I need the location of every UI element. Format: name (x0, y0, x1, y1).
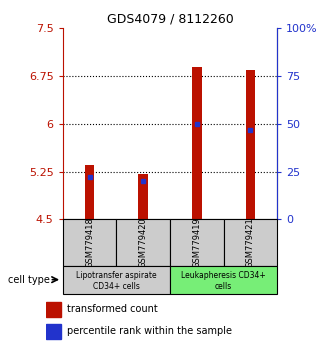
Text: Lipotransfer aspirate: Lipotransfer aspirate (76, 271, 157, 280)
Bar (192, 67, 202, 219)
FancyBboxPatch shape (63, 219, 116, 266)
FancyBboxPatch shape (170, 266, 277, 294)
Bar (85, 165, 94, 219)
FancyBboxPatch shape (224, 219, 277, 266)
Text: Leukapheresis CD34+: Leukapheresis CD34+ (181, 271, 266, 280)
Text: GSM779419: GSM779419 (192, 217, 201, 268)
Title: GDS4079 / 8112260: GDS4079 / 8112260 (107, 13, 233, 26)
Text: percentile rank within the sample: percentile rank within the sample (67, 326, 232, 336)
FancyBboxPatch shape (116, 219, 170, 266)
Bar (138, 174, 148, 219)
Bar (46, 324, 61, 339)
Text: GSM779421: GSM779421 (246, 217, 255, 268)
Text: GSM779418: GSM779418 (85, 217, 94, 268)
Text: transformed count: transformed count (67, 304, 158, 314)
FancyBboxPatch shape (63, 266, 170, 294)
Text: cell type: cell type (8, 275, 50, 285)
FancyBboxPatch shape (170, 219, 223, 266)
Bar (246, 70, 255, 219)
Bar (46, 302, 61, 317)
Text: cells: cells (215, 282, 232, 291)
Text: CD34+ cells: CD34+ cells (93, 282, 140, 291)
Text: GSM779420: GSM779420 (139, 217, 148, 268)
